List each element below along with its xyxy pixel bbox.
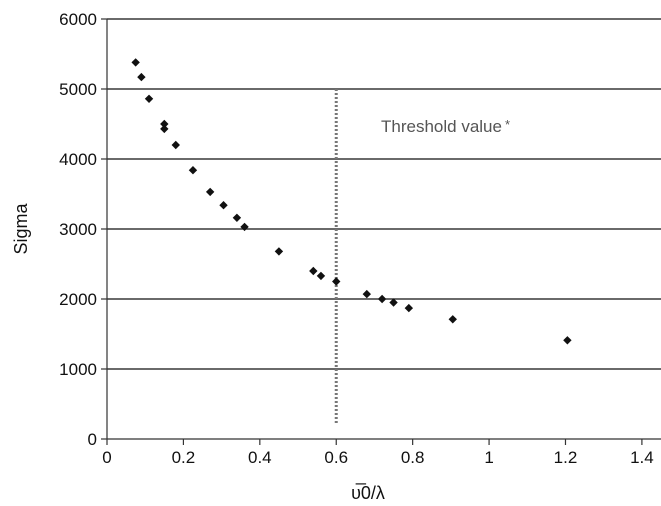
data-point [362, 289, 372, 299]
y-tick-label: 5000 [59, 80, 97, 99]
x-tick-label: 1 [484, 448, 493, 467]
y-axis-title: Sigma [11, 203, 31, 255]
x-tick-label: 0.2 [172, 448, 196, 467]
data-point [309, 266, 318, 276]
data-point [274, 247, 284, 256]
threshold-annotation: Threshold value * [381, 117, 510, 136]
data-point [160, 124, 169, 134]
y-tick-label: 2000 [59, 290, 97, 309]
data-point [171, 140, 180, 150]
data-point [205, 187, 215, 197]
data-point [219, 201, 228, 210]
data-point [332, 277, 341, 286]
tick-labels: 0 1000 2000 3000 4000 5000 6000 0 0.2 0.4 0.6 0.8 1 1… [59, 10, 654, 467]
data-point [389, 298, 398, 307]
data-point [563, 336, 572, 345]
data-point [131, 58, 140, 67]
x-axis-title: υ̅0/λ [351, 483, 385, 503]
y-tick-label: 1000 [59, 360, 97, 379]
y-tick-label: 3000 [59, 220, 97, 239]
axes [101, 18, 661, 445]
threshold-label: Threshold value [381, 117, 502, 136]
data-point [137, 72, 146, 82]
gridlines [107, 18, 661, 370]
data-point [188, 166, 198, 175]
data-point [160, 119, 169, 129]
x-tick-label: 0.4 [248, 448, 272, 467]
data-point [144, 94, 154, 103]
x-tick-label: 0 [102, 448, 111, 467]
x-tick-label: 0.6 [324, 448, 348, 467]
data-point [232, 213, 242, 222]
x-tick-label: 1.2 [554, 448, 578, 467]
x-tick-label: 1.4 [630, 448, 654, 467]
data-point [377, 294, 387, 304]
y-tick-label: 0 [88, 430, 97, 449]
data-point [448, 315, 457, 324]
data-point [240, 222, 249, 232]
data-point [316, 271, 326, 281]
y-tick-label: 6000 [59, 10, 97, 29]
data-point [404, 303, 414, 313]
threshold-marker: * [505, 117, 510, 132]
y-tick-label: 4000 [59, 150, 97, 169]
x-tick-label: 0.8 [401, 448, 425, 467]
data-points [131, 58, 572, 345]
